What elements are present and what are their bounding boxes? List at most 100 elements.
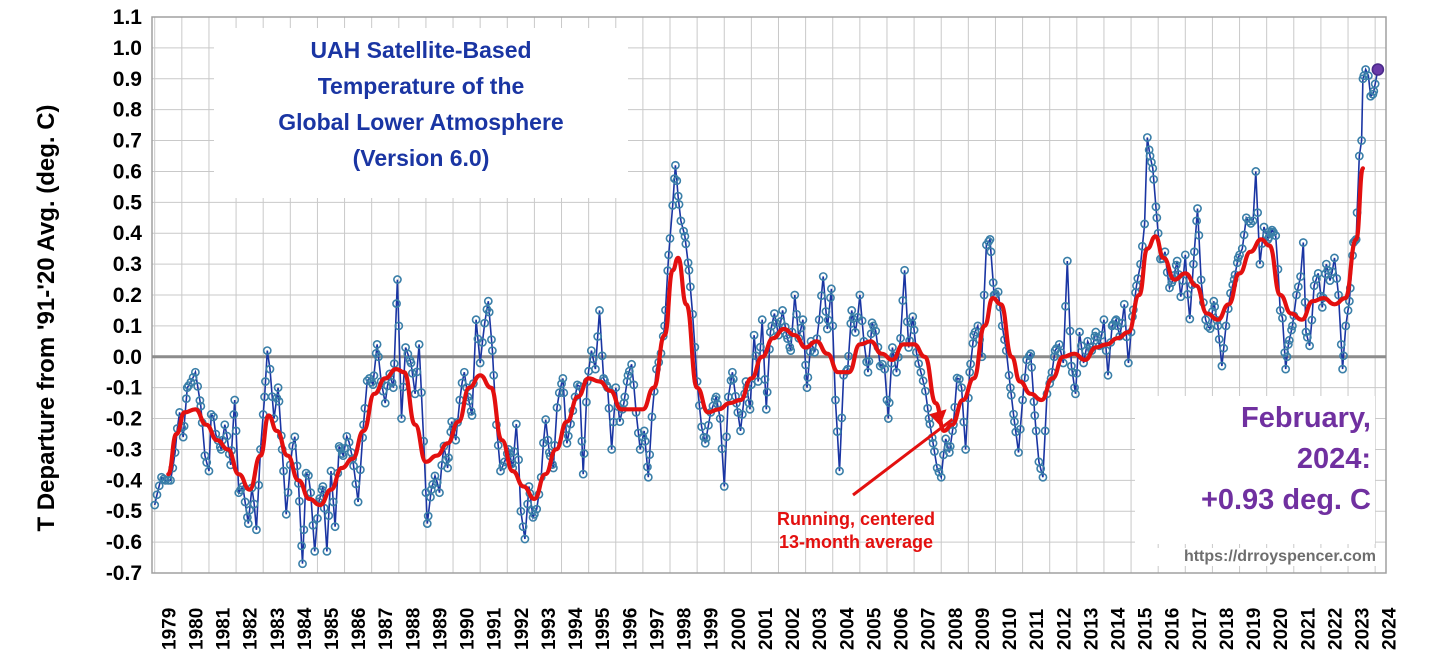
data-point — [1194, 230, 1204, 240]
data-point — [588, 354, 598, 364]
data-point — [1171, 260, 1181, 270]
data-point — [423, 511, 433, 521]
data-point — [484, 307, 494, 317]
data-point — [761, 404, 771, 414]
data-point — [898, 296, 908, 305]
x-tick-label: 1995 — [593, 607, 614, 650]
data-point — [509, 447, 519, 456]
source-url[interactable]: https://drroyspencer.com — [1150, 548, 1376, 566]
data-point — [243, 519, 253, 528]
data-point — [1020, 373, 1030, 383]
data-point — [965, 367, 975, 377]
data-point — [374, 352, 383, 362]
data-point — [1284, 335, 1294, 345]
data-point — [273, 383, 283, 393]
running-average-label: Running, centered 13-month average — [742, 508, 970, 554]
data-point — [957, 383, 966, 393]
x-tick-label: 2006 — [892, 608, 913, 650]
data-point — [498, 461, 508, 471]
data-point — [1332, 274, 1342, 283]
data-point — [925, 419, 935, 429]
data-point — [745, 404, 755, 414]
data-point — [1029, 397, 1039, 407]
data-point — [1248, 216, 1258, 226]
data-point — [620, 392, 630, 402]
data-point — [283, 487, 293, 497]
x-tick-label: 2017 — [1190, 608, 1211, 650]
data-point — [181, 394, 191, 404]
data-point — [1307, 315, 1317, 325]
x-tick-label: 1983 — [268, 608, 289, 650]
data-point — [1219, 343, 1229, 353]
data-point — [1305, 341, 1315, 351]
data-point — [627, 359, 636, 369]
data-point — [1092, 332, 1102, 342]
x-tick-label: 2020 — [1271, 608, 1292, 650]
data-point — [397, 414, 406, 423]
data-point — [722, 432, 731, 442]
data-point — [778, 306, 787, 315]
data-point — [193, 381, 203, 391]
data-point — [892, 367, 901, 377]
series-layer — [150, 63, 1385, 569]
data-point — [1137, 241, 1147, 251]
data-point — [1152, 213, 1162, 223]
data-point — [435, 488, 444, 498]
x-tick-label: 1982 — [241, 608, 262, 650]
data-point — [846, 319, 856, 328]
data-point — [1292, 290, 1301, 300]
data-point — [1103, 370, 1113, 380]
data-point — [245, 505, 255, 515]
y-tick-label: 0.1 — [113, 315, 143, 338]
data-point — [920, 386, 930, 396]
data-point — [240, 497, 250, 507]
data-point — [290, 432, 300, 442]
data-point — [496, 466, 505, 476]
chart-title: UAH Satellite-Based Temperature of the G… — [214, 28, 628, 198]
data-point — [532, 504, 542, 514]
data-point — [818, 272, 828, 281]
data-point — [310, 546, 320, 556]
data-point — [298, 559, 307, 569]
data-point — [487, 335, 496, 345]
data-point — [728, 374, 738, 384]
data-point — [318, 482, 328, 491]
data-point — [826, 284, 836, 294]
data-point — [670, 174, 679, 184]
data-point — [1210, 302, 1220, 312]
data-point — [380, 398, 390, 408]
data-point — [1221, 321, 1231, 331]
data-point — [389, 359, 399, 369]
data-point — [1031, 426, 1041, 436]
data-point — [607, 445, 617, 454]
latest-data-point — [1371, 63, 1385, 76]
data-point — [880, 364, 890, 374]
data-point — [1076, 341, 1086, 351]
data-point — [1193, 204, 1202, 213]
x-tick-label: 1994 — [566, 607, 587, 650]
data-point — [1209, 296, 1219, 306]
data-point — [322, 546, 332, 556]
data-point — [597, 351, 607, 361]
data-point — [665, 233, 675, 243]
x-tick-label: 1991 — [485, 607, 506, 650]
data-point — [1172, 256, 1182, 266]
x-tick-label: 1999 — [702, 608, 723, 650]
data-point — [823, 315, 833, 325]
data-point — [265, 364, 275, 374]
data-point — [923, 403, 933, 413]
y-tick-label: 0.8 — [113, 99, 143, 122]
data-point — [407, 368, 417, 378]
data-point — [313, 514, 322, 523]
data-point — [792, 309, 801, 319]
y-tick-label: -0.2 — [106, 408, 142, 431]
data-point — [1244, 216, 1253, 226]
data-point — [1203, 322, 1213, 331]
data-point — [664, 250, 674, 260]
data-point — [593, 332, 603, 341]
x-tick-label: 1981 — [214, 607, 235, 650]
data-point — [857, 316, 867, 326]
data-point — [493, 440, 503, 450]
data-point — [966, 359, 975, 369]
y-tick-label: 0.5 — [113, 191, 143, 214]
